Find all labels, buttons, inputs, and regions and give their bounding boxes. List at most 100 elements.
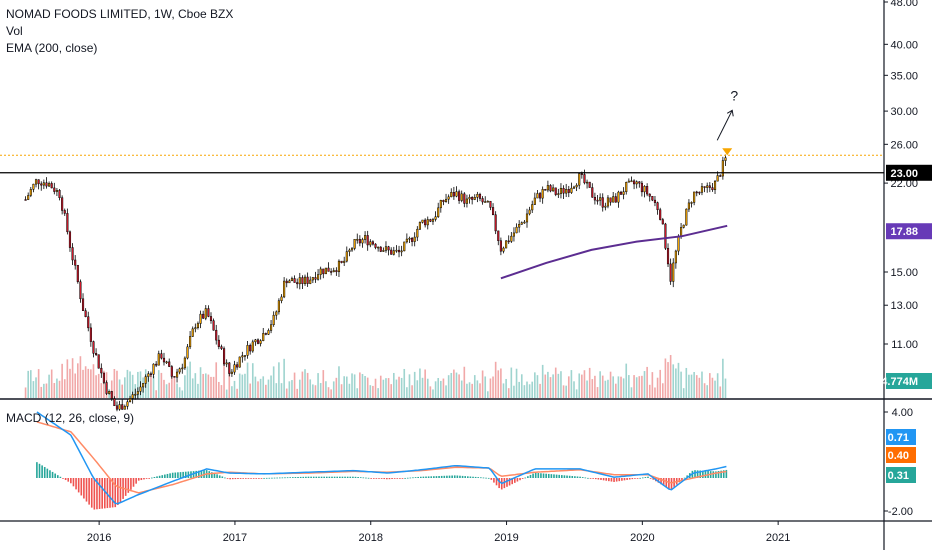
macd-histogram-bar (67, 478, 70, 482)
candle-down (61, 197, 64, 211)
macd-histogram-bar (524, 477, 527, 479)
volume-bar (100, 383, 103, 398)
volume-bar (450, 372, 453, 398)
candle-up (196, 323, 200, 328)
candle-up (716, 175, 719, 182)
candle-up (546, 185, 549, 191)
candle-up (350, 248, 354, 251)
macd-histogram-bar (425, 476, 427, 478)
macd-histogram-bar (704, 470, 707, 478)
volume-bar (280, 383, 283, 398)
macd-histogram-bar (561, 475, 563, 478)
volume-bar (468, 382, 471, 398)
volume-bar (84, 366, 87, 398)
candle-down (703, 186, 706, 188)
macd-histogram-bar (647, 476, 649, 478)
candle-up (175, 371, 179, 378)
macd-histogram-bar (399, 478, 401, 479)
macd-histogram-bar (464, 476, 467, 478)
volume-bar (246, 362, 249, 398)
signal-value-label: 0.40 (888, 450, 909, 462)
volume-bar (225, 389, 228, 398)
macd-histogram-bar (605, 478, 608, 481)
volume-bar (596, 387, 599, 398)
candle-up (724, 157, 727, 161)
volume-bar (440, 380, 442, 398)
candle-down (646, 186, 649, 195)
volume-bar (259, 378, 262, 398)
price-tick-label: 30.00 (890, 106, 918, 118)
volume-bar (635, 377, 638, 398)
volume-bar (249, 383, 251, 398)
volume-bar (531, 381, 534, 398)
candle-up (32, 183, 35, 190)
candle-up (324, 267, 327, 275)
volume-bar (155, 390, 157, 398)
volume-bar (406, 387, 408, 398)
candle-up (541, 189, 544, 199)
volume-bar (372, 385, 374, 398)
candle-up (439, 200, 442, 209)
macd-histogram-bar (568, 475, 571, 478)
histogram-value-label-bg (886, 467, 916, 483)
macd-histogram-bar (352, 476, 354, 478)
volume-bar (32, 381, 35, 398)
candle-up (186, 346, 189, 359)
volume-bar (231, 386, 233, 398)
annotation-arrow[interactable] (716, 110, 733, 141)
candle-down (45, 182, 48, 187)
time-tick-label: 2018 (358, 532, 382, 544)
candle-up (622, 191, 625, 195)
macd-histogram-bar (485, 477, 487, 479)
candle-down (68, 231, 72, 248)
volume-bar (419, 368, 421, 398)
macd-histogram-bar (608, 478, 610, 482)
volume-bar (254, 376, 257, 398)
volume-bar (90, 369, 92, 398)
candle-down (202, 313, 205, 319)
candle-up (108, 391, 111, 394)
candle-down (53, 187, 56, 192)
volume-bar (695, 375, 698, 398)
macd-histogram-bar (715, 471, 717, 478)
volume-bar (283, 358, 285, 398)
volume-bar (479, 383, 481, 398)
price-tick-label: 22.00 (890, 178, 918, 190)
volume-bar (223, 354, 225, 398)
macd-histogram-bar (148, 478, 151, 479)
macd-histogram-bar (537, 473, 540, 478)
macd-histogram-bar (161, 475, 164, 478)
volume-bar (314, 385, 317, 398)
volume-bar (617, 376, 620, 398)
candle-up (687, 202, 690, 210)
macd-histogram-bar (615, 478, 618, 482)
volume-bar (278, 362, 280, 398)
macd-histogram-bar (720, 470, 722, 478)
macd-histogram-bar (312, 476, 315, 478)
macd-histogram-bar (117, 478, 119, 506)
volume-bar (453, 369, 455, 398)
volume-bar (609, 371, 612, 398)
candle-down (366, 235, 369, 246)
candle-up (682, 224, 685, 228)
candle-down (168, 361, 171, 367)
candle-down (306, 276, 309, 284)
volume-bar (599, 371, 601, 398)
candle-down (50, 183, 53, 189)
macd-legend: MACD (12, 26, close, 9) (6, 411, 135, 425)
volume-bar (693, 372, 695, 398)
volume-bar (251, 363, 254, 398)
volume-bar (724, 378, 727, 398)
macd-histogram-bar (85, 478, 88, 502)
candle-up (369, 241, 372, 246)
candle-down (76, 264, 79, 283)
candle-down (424, 219, 427, 226)
candle-up (348, 249, 351, 252)
volume-bar (578, 373, 581, 398)
volume-bar (327, 387, 330, 398)
candle-down (236, 364, 239, 368)
macd-histogram-bar (109, 478, 111, 508)
volume-bar (319, 383, 322, 398)
